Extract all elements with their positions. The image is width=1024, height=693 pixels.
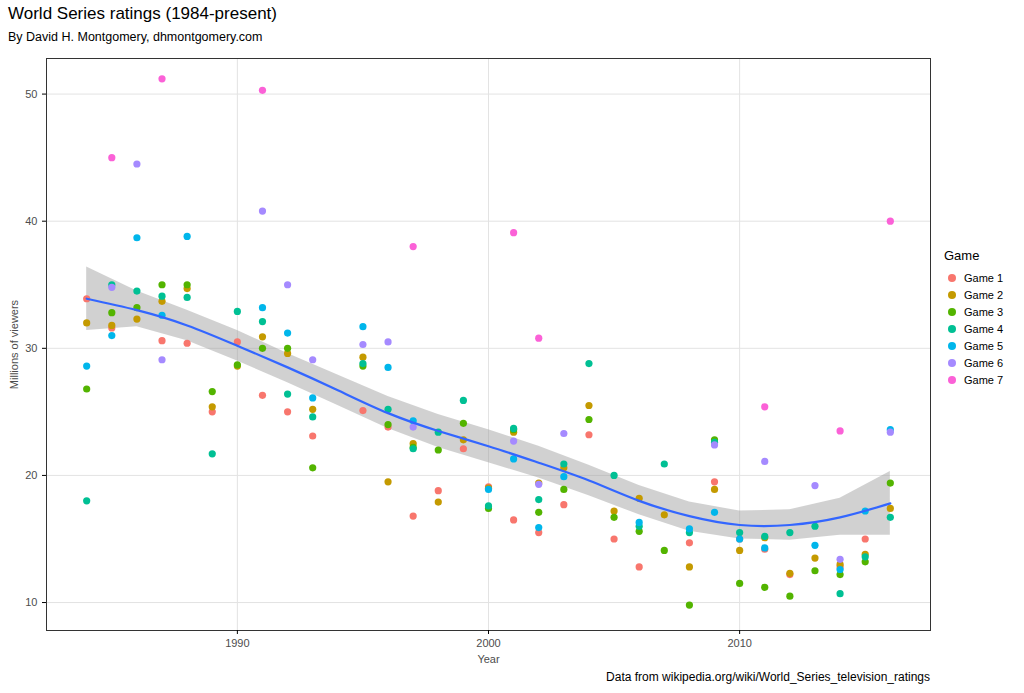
svg-text:2000: 2000 (476, 637, 500, 649)
svg-text:Millions of viewers: Millions of viewers (8, 299, 20, 389)
html-text:Game 1: Game 1 (964, 271, 1004, 284)
html-text:Game: Game (944, 248, 980, 263)
svg-text:2010: 2010 (727, 637, 751, 649)
svg-text:10: 10 (25, 596, 37, 608)
svg-text:40: 40 (25, 215, 37, 227)
svg-text:1990: 1990 (225, 637, 249, 649)
html-text:Game 5: Game 5 (964, 339, 1004, 352)
html-text:Game 7: Game 7 (964, 373, 1004, 386)
html-text:Game 4: Game 4 (964, 322, 1004, 335)
html-text:World Series ratings (1984-pre: World Series ratings (1984-present) (8, 4, 277, 23)
svg-text:20: 20 (25, 469, 37, 481)
html-text:Game 2: Game 2 (964, 288, 1004, 301)
html-text:By David H. Montgomery, dhmont: By David H. Montgomery, dhmontgomery.com (8, 30, 263, 44)
html-text:Game 6: Game 6 (964, 356, 1004, 369)
svg-text:30: 30 (25, 342, 37, 354)
html-text:Data from wikipedia.org/wiki/W: Data from wikipedia.org/wiki/World_Serie… (606, 670, 930, 684)
html-text:Game 3: Game 3 (964, 305, 1004, 318)
svg-text:Year: Year (477, 653, 500, 665)
svg-text:50: 50 (25, 88, 37, 100)
